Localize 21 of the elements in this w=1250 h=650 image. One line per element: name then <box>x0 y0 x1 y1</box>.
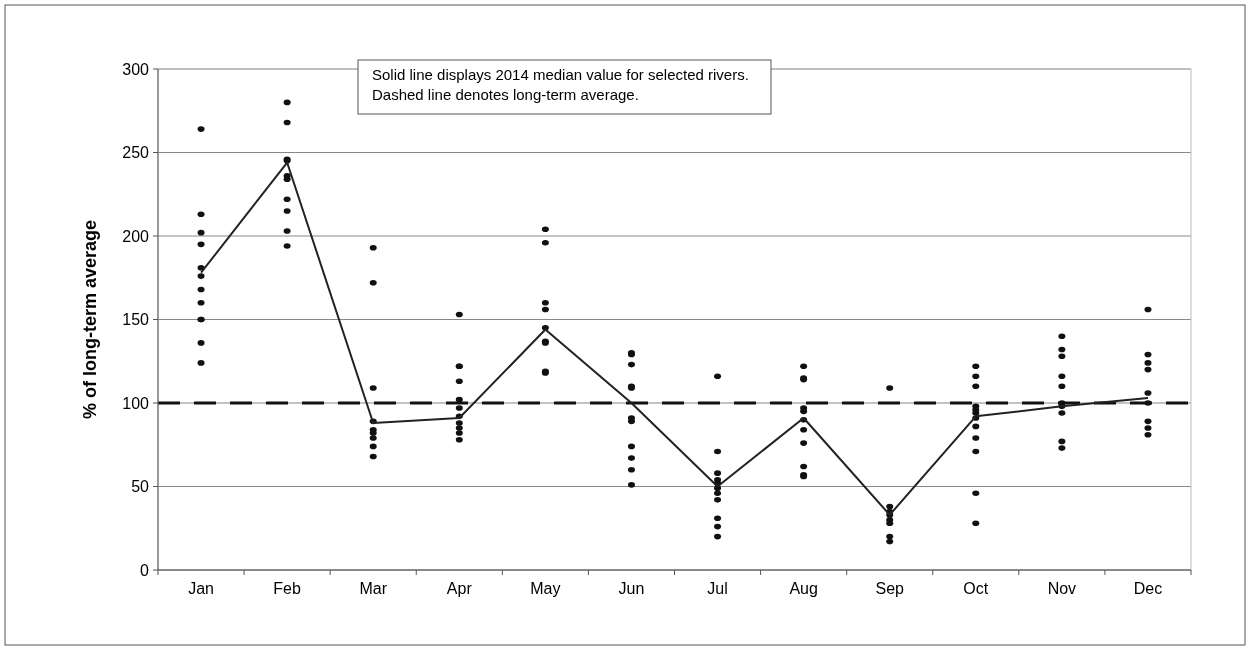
y-tick-label: 300 <box>122 60 150 78</box>
y-tick-label: 0 <box>140 561 150 579</box>
x-tick-label: Dec <box>1133 580 1163 597</box>
y-tick-label: 150 <box>122 311 150 329</box>
x-tick-label: Sep <box>875 580 905 597</box>
y-tick-label: 50 <box>131 478 150 496</box>
y-axis-title: % of long-term average <box>80 219 100 420</box>
x-tick-label: Aug <box>789 580 818 597</box>
x-tick-label: Mar <box>359 580 388 597</box>
x-tick-label: Feb <box>273 580 302 597</box>
x-tick-label: Jul <box>707 580 728 597</box>
x-tick-label: Jan <box>188 580 214 597</box>
y-tick-label: 100 <box>122 394 150 412</box>
annotation: Solid line displays 2014 median value for selected rivers. Dashed line denotes long-term average. <box>372 66 749 103</box>
x-tick-label: Apr <box>446 580 473 597</box>
y-tick-label: 250 <box>122 144 150 162</box>
x-tick-label: Oct <box>963 580 989 597</box>
y-tick-label: 200 <box>122 227 150 245</box>
x-tick-label: Nov <box>1047 580 1077 597</box>
x-tick-label: Jun <box>618 580 645 597</box>
x-tick-label: May <box>530 580 561 597</box>
